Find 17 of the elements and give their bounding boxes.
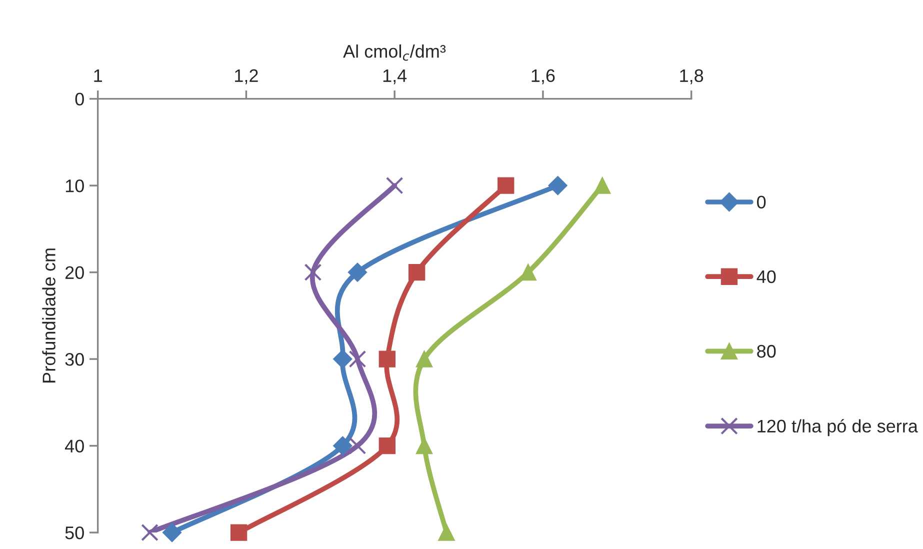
y-tick-label: 50	[65, 526, 84, 540]
x-tick-label: 1	[94, 69, 102, 82]
y-tick-label: 30	[65, 352, 84, 366]
x-tick-label: 1,2	[235, 69, 258, 84]
legend-label: 120 t/ha pó de serra	[758, 419, 918, 436]
legend-label: 80	[757, 344, 776, 358]
y-tick-label: 40	[64, 440, 84, 453]
y-tick-label: 20	[65, 266, 84, 280]
legend-label: 40	[756, 270, 776, 284]
x-tick-label: 1,4	[383, 69, 407, 84]
y-tick-label: 0	[75, 92, 84, 106]
x-tick-label: 1,8	[680, 69, 704, 84]
x-tick-label: 1,6	[532, 69, 555, 84]
x-axis-title: Al cmol$_{c}$/dm³	[343, 44, 446, 61]
y-tick-label: 10	[66, 179, 84, 192]
y-axis-title: Profundidade cm	[42, 248, 56, 382]
legend-label: 0	[757, 196, 766, 209]
